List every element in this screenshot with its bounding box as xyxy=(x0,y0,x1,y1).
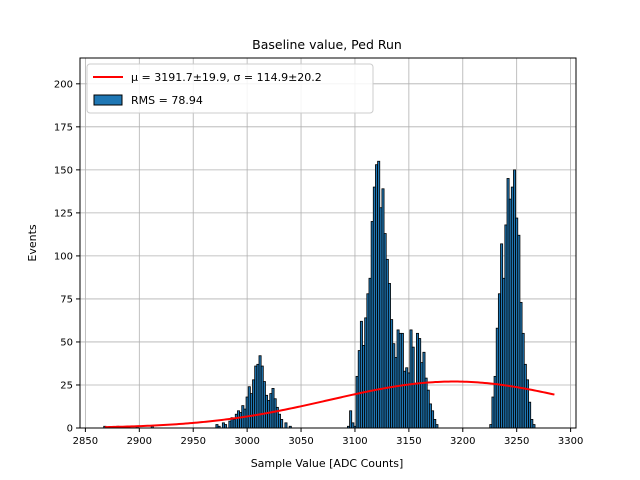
histogram-bars xyxy=(103,160,536,429)
y-axis-ticks: 0 25 50 75 100 125 150 175 200 xyxy=(54,79,80,435)
x-axis-ticks: 2850 2900 2950 3000 3050 3100 3150 3200 3250 3300 xyxy=(73,428,583,447)
y-tick-label: 75 xyxy=(60,294,73,305)
y-tick-label: 125 xyxy=(54,208,73,219)
x-tick-label: 3250 xyxy=(504,436,529,447)
plot-frame xyxy=(79,57,577,429)
y-tick-label: 0 xyxy=(67,424,73,435)
y-tick-label: 175 xyxy=(54,122,73,133)
y-tick-label: 25 xyxy=(60,380,73,391)
legend: μ = 3191.7±19.9, σ = 114.9±20.2 RMS = 78… xyxy=(86,63,374,114)
histogram-bar xyxy=(280,418,284,429)
x-tick-label: 3050 xyxy=(288,436,313,447)
histogram-bar xyxy=(224,424,228,429)
y-tick-label: 50 xyxy=(60,337,73,348)
legend-histogram-label: RMS = 78.94 xyxy=(131,94,203,107)
x-tick-label: 2900 xyxy=(127,436,152,447)
legend-box xyxy=(86,63,374,114)
histogram-bar xyxy=(435,424,439,429)
x-tick-label: 2950 xyxy=(180,436,205,447)
y-tick-label: 200 xyxy=(54,79,73,90)
legend-histogram-swatch xyxy=(93,94,123,106)
x-tick-label: 2850 xyxy=(73,436,98,447)
y-tick-label: 100 xyxy=(54,251,73,262)
x-tick-label: 3150 xyxy=(396,436,421,447)
x-tick-label: 3200 xyxy=(450,436,475,447)
x-axis-label: Sample Value [ADC Counts] xyxy=(251,457,404,470)
histogram-bar xyxy=(532,424,536,429)
y-tick-label: 150 xyxy=(54,165,73,176)
x-tick-label: 3000 xyxy=(234,436,259,447)
legend-fit-label: μ = 3191.7±19.9, σ = 114.9±20.2 xyxy=(131,71,322,84)
x-tick-label: 3100 xyxy=(342,436,367,447)
chart-title: Baseline value, Ped Run xyxy=(252,37,402,52)
histogram-bar xyxy=(284,422,288,429)
y-axis-label: Events xyxy=(26,224,39,262)
gaussian-fit-curve xyxy=(104,380,555,429)
x-tick-label: 3300 xyxy=(558,436,583,447)
